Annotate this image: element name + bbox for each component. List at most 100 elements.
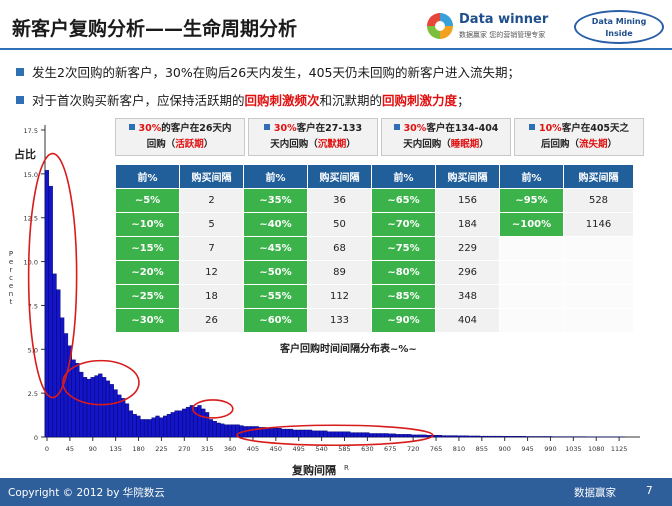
table-row: ~30% 26 ~60% 133 ~90% 404 — [115, 308, 634, 333]
footer-copyright: Copyright © 2012 by 华院数云 — [8, 487, 165, 499]
interval-cell: 1146 — [563, 212, 634, 237]
histogram-bar — [334, 431, 339, 438]
y-tick-label: 2.5 — [28, 390, 38, 398]
histogram-bar — [433, 435, 439, 438]
phase-box-active: 30%的客户在26天内 回购（活跃期） — [115, 118, 245, 156]
x-tick-label: 225 — [155, 445, 167, 453]
phase-box-sleep: 30%客户在134-404 天内回购（睡眠期） — [381, 118, 511, 156]
logo-sub-text: 数据赢家 您的营销管理专家 — [459, 31, 546, 39]
interval-cell: 348 — [435, 284, 500, 309]
table-header-row: 前% 购买间隔 前% 购买间隔 前% 购买间隔 前% 购买间隔 — [115, 164, 634, 189]
histogram-bar — [517, 436, 522, 438]
table-row: ~5% 2 ~35% 36 ~65% 156 ~95% 528 — [115, 188, 634, 213]
x-tick-label: 450 — [270, 445, 282, 453]
interval-cell: 112 — [307, 284, 372, 309]
bullet-2-mid: 和沉默期的 — [319, 93, 383, 108]
histogram-bar — [292, 429, 297, 438]
x-tick-label: 360 — [224, 445, 236, 453]
percentile-cell: ~35% — [243, 188, 308, 213]
histogram-bar — [529, 436, 534, 438]
phase-line3: ） — [203, 139, 214, 150]
y-tick-label: 10.0 — [24, 259, 38, 267]
highlight-ellipse — [62, 359, 140, 406]
histogram-bar — [513, 436, 519, 438]
histogram-bar — [307, 429, 313, 438]
phase-square-icon — [393, 124, 400, 130]
histogram-bar — [506, 436, 511, 438]
histogram-bar — [338, 431, 343, 438]
histogram-bar — [376, 433, 381, 438]
phase-box-silent: 30%客户在27-133 天内回购（沉默期） — [248, 118, 378, 156]
histogram-bar — [327, 431, 332, 438]
y-tick-label: 15.0 — [24, 171, 38, 179]
histogram-bar — [128, 410, 133, 438]
histogram-bar — [113, 389, 118, 438]
page-title: 新客户复购分析——生命周期分析 — [12, 18, 298, 40]
percentile-cell: ~40% — [243, 212, 308, 237]
data-winner-logo: Data winner 数据赢家 您的营销管理专家 — [427, 10, 567, 44]
histogram-bar — [273, 428, 278, 438]
phase-line1: 客户在134-404 — [426, 123, 499, 134]
header-interval: 购买间隔 — [307, 164, 372, 189]
interval-cell: 89 — [307, 260, 372, 285]
histogram-bar — [132, 413, 137, 438]
histogram-bar — [182, 408, 187, 438]
phase-box-churn: 10%客户在405天之 后回购（流失期） — [514, 118, 644, 156]
phase-line1: 客户在27-133 — [296, 123, 363, 134]
phase-line2: 天内回购（ — [403, 139, 451, 150]
histogram-bar — [277, 428, 282, 438]
x-tick-label: 900 — [498, 445, 510, 453]
percentile-cell: ~95% — [499, 188, 564, 213]
histogram-bar — [319, 430, 324, 438]
histogram-bar — [250, 426, 255, 438]
histogram-bar — [124, 403, 130, 438]
histogram-bar — [90, 377, 95, 438]
interval-cell: 36 — [307, 188, 372, 213]
interval-cell: 528 — [563, 188, 634, 213]
histogram-bar — [544, 436, 549, 438]
histogram-bar — [121, 398, 126, 438]
interval-cell: 18 — [179, 284, 244, 309]
percentile-cell: ~75% — [371, 236, 436, 261]
histogram-bar — [471, 435, 477, 438]
histogram-bar — [231, 424, 236, 438]
histogram-bar — [342, 431, 347, 438]
x-tick-label: 675 — [384, 445, 396, 453]
interval-cell: 26 — [179, 308, 244, 333]
histogram-bar — [98, 373, 103, 438]
empty-cell — [499, 284, 564, 309]
phase-tag: 流失期 — [578, 139, 608, 150]
histogram-bar — [449, 435, 454, 438]
footer-page-number: 7 — [646, 485, 653, 497]
histogram-bar — [380, 433, 385, 438]
percentile-cell: ~25% — [115, 284, 180, 309]
histogram-bar — [220, 423, 225, 438]
histogram-bar — [82, 377, 88, 438]
phase-line1: 客户在405天之 — [561, 123, 630, 134]
histogram-bar — [426, 435, 431, 438]
empty-cell — [563, 284, 634, 309]
header-percentile: 前% — [243, 164, 308, 189]
repurchase-interval-histogram: 17.515.012.510.07.55.02.50 0 45 90 135 180 22… — [24, 125, 640, 453]
interval-cell: 404 — [435, 308, 500, 333]
title-divider — [0, 48, 672, 50]
x-tick-label: 945 — [521, 445, 533, 453]
histogram-bar — [384, 433, 389, 438]
x-axis-label-sub: R — [344, 464, 349, 472]
histogram-bar — [475, 435, 481, 438]
bullet-square-icon — [16, 68, 24, 76]
histogram-bar — [330, 431, 336, 438]
histogram-bar — [44, 170, 50, 438]
empty-cell — [563, 260, 634, 285]
phase-square-icon — [128, 124, 135, 130]
percentile-cell: ~10% — [115, 212, 180, 237]
histogram-bar — [212, 421, 217, 438]
table-row: ~15% 7 ~45% 68 ~75% 229 — [115, 236, 634, 261]
interval-cell: 68 — [307, 236, 372, 261]
percentile-cell: ~30% — [115, 308, 180, 333]
percentile-cell: ~15% — [115, 236, 180, 261]
x-tick-label: 45 — [66, 445, 74, 453]
data-winner-logo-icon — [427, 13, 453, 39]
empty-cell — [499, 308, 564, 333]
